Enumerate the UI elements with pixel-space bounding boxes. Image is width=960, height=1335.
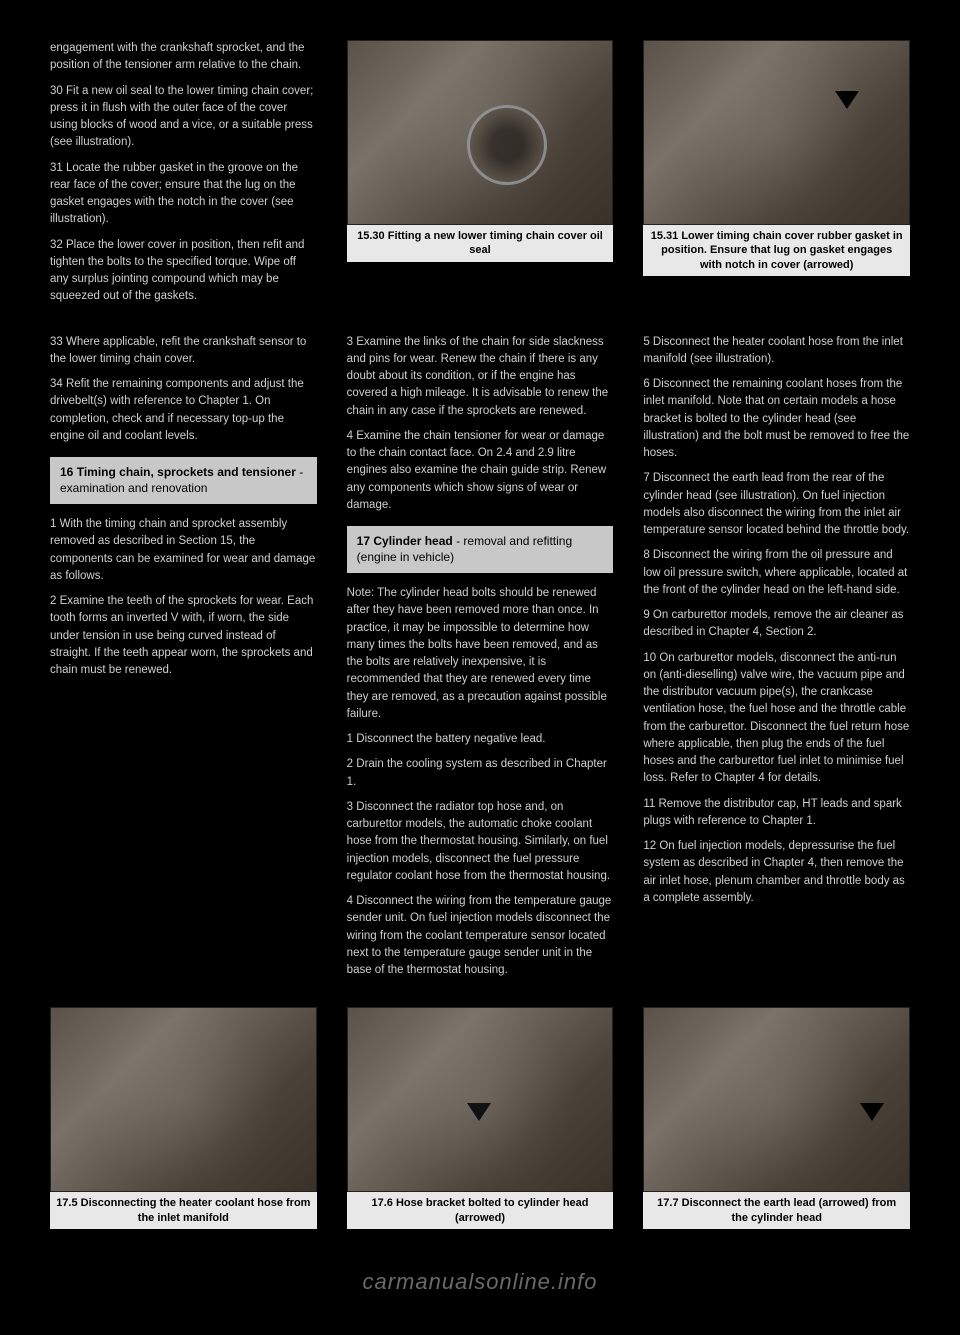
body-p: 30 Fit a new oil seal to the lower timin… xyxy=(50,83,317,152)
figure-15-31: 15.31 Lower timing chain cover rubber ga… xyxy=(643,40,910,314)
body-p: 12 On fuel injection models, depressuris… xyxy=(643,838,910,907)
body-p: Note: The cylinder head bolts should be … xyxy=(347,585,614,723)
watermark: carmanualsonline.info xyxy=(50,1269,910,1295)
body-p: 1 Disconnect the battery negative lead. xyxy=(347,731,614,748)
figure-caption: 17.6 Hose bracket bolted to cylinder hea… xyxy=(347,1192,614,1229)
body-p: 9 On carburettor models, remove the air … xyxy=(643,607,910,642)
figure-17-7: 17.7 Disconnect the earth lead (arrowed)… xyxy=(643,1007,910,1239)
photo-image xyxy=(347,40,614,225)
body-p: 7 Disconnect the earth lead from the rea… xyxy=(643,470,910,539)
section-header-16: 16 Timing chain, sprockets and tensioner… xyxy=(50,457,317,504)
body-p: 2 Drain the cooling system as described … xyxy=(347,756,614,791)
body-p: engagement with the crankshaft sprocket,… xyxy=(50,40,317,75)
body-p: 4 Examine the chain tensioner for wear o… xyxy=(347,428,614,514)
section-header-17: 17 Cylinder head - removal and refitting… xyxy=(347,526,614,573)
col1-top: engagement with the crankshaft sprocket,… xyxy=(50,40,317,314)
figure-caption: 17.7 Disconnect the earth lead (arrowed)… xyxy=(643,1192,910,1229)
photo-image xyxy=(347,1007,614,1192)
top-row: engagement with the crankshaft sprocket,… xyxy=(50,40,910,314)
body-p: 8 Disconnect the wiring from the oil pre… xyxy=(643,547,910,599)
bottom-figure-row: 17.5 Disconnecting the heater coolant ho… xyxy=(50,1007,910,1239)
figure-caption: 15.30 Fitting a new lower timing chain c… xyxy=(347,225,614,262)
body-p: 1 With the timing chain and sprocket ass… xyxy=(50,516,317,585)
section-num: 16 xyxy=(60,465,73,479)
body-p: 11 Remove the distributor cap, HT leads … xyxy=(643,796,910,831)
section-num: 17 xyxy=(357,534,370,548)
col3: 5 Disconnect the heater coolant hose fro… xyxy=(643,334,910,988)
photo-image xyxy=(643,40,910,225)
body-p: 32 Place the lower cover in position, th… xyxy=(50,237,317,306)
photo-image xyxy=(643,1007,910,1192)
section-title: Cylinder head xyxy=(373,534,452,548)
col1-mid: 33 Where applicable, refit the crankshaf… xyxy=(50,334,317,988)
body-p: 2 Examine the teeth of the sprockets for… xyxy=(50,593,317,679)
body-p: 3 Examine the links of the chain for sid… xyxy=(347,334,614,420)
col2: 3 Examine the links of the chain for sid… xyxy=(347,334,614,988)
middle-row: 33 Where applicable, refit the crankshaf… xyxy=(50,334,910,988)
figure-17-5: 17.5 Disconnecting the heater coolant ho… xyxy=(50,1007,317,1239)
body-p: 3 Disconnect the radiator top hose and, … xyxy=(347,799,614,885)
page-root: engagement with the crankshaft sprocket,… xyxy=(0,0,960,1335)
photo-image xyxy=(50,1007,317,1192)
body-p: 31 Locate the rubber gasket in the groov… xyxy=(50,160,317,229)
figure-15-30: 15.30 Fitting a new lower timing chain c… xyxy=(347,40,614,314)
body-p: 33 Where applicable, refit the crankshaf… xyxy=(50,334,317,369)
body-p: 6 Disconnect the remaining coolant hoses… xyxy=(643,376,910,462)
body-p: 10 On carburettor models, disconnect the… xyxy=(643,650,910,788)
body-p: 34 Refit the remaining components and ad… xyxy=(50,376,317,445)
body-p: 4 Disconnect the wiring from the tempera… xyxy=(347,893,614,979)
body-p: 5 Disconnect the heater coolant hose fro… xyxy=(643,334,910,369)
section-title: Timing chain, sprockets and tensioner xyxy=(77,465,296,479)
figure-caption: 17.5 Disconnecting the heater coolant ho… xyxy=(50,1192,317,1229)
figure-caption: 15.31 Lower timing chain cover rubber ga… xyxy=(643,225,910,276)
figure-17-6: 17.6 Hose bracket bolted to cylinder hea… xyxy=(347,1007,614,1239)
